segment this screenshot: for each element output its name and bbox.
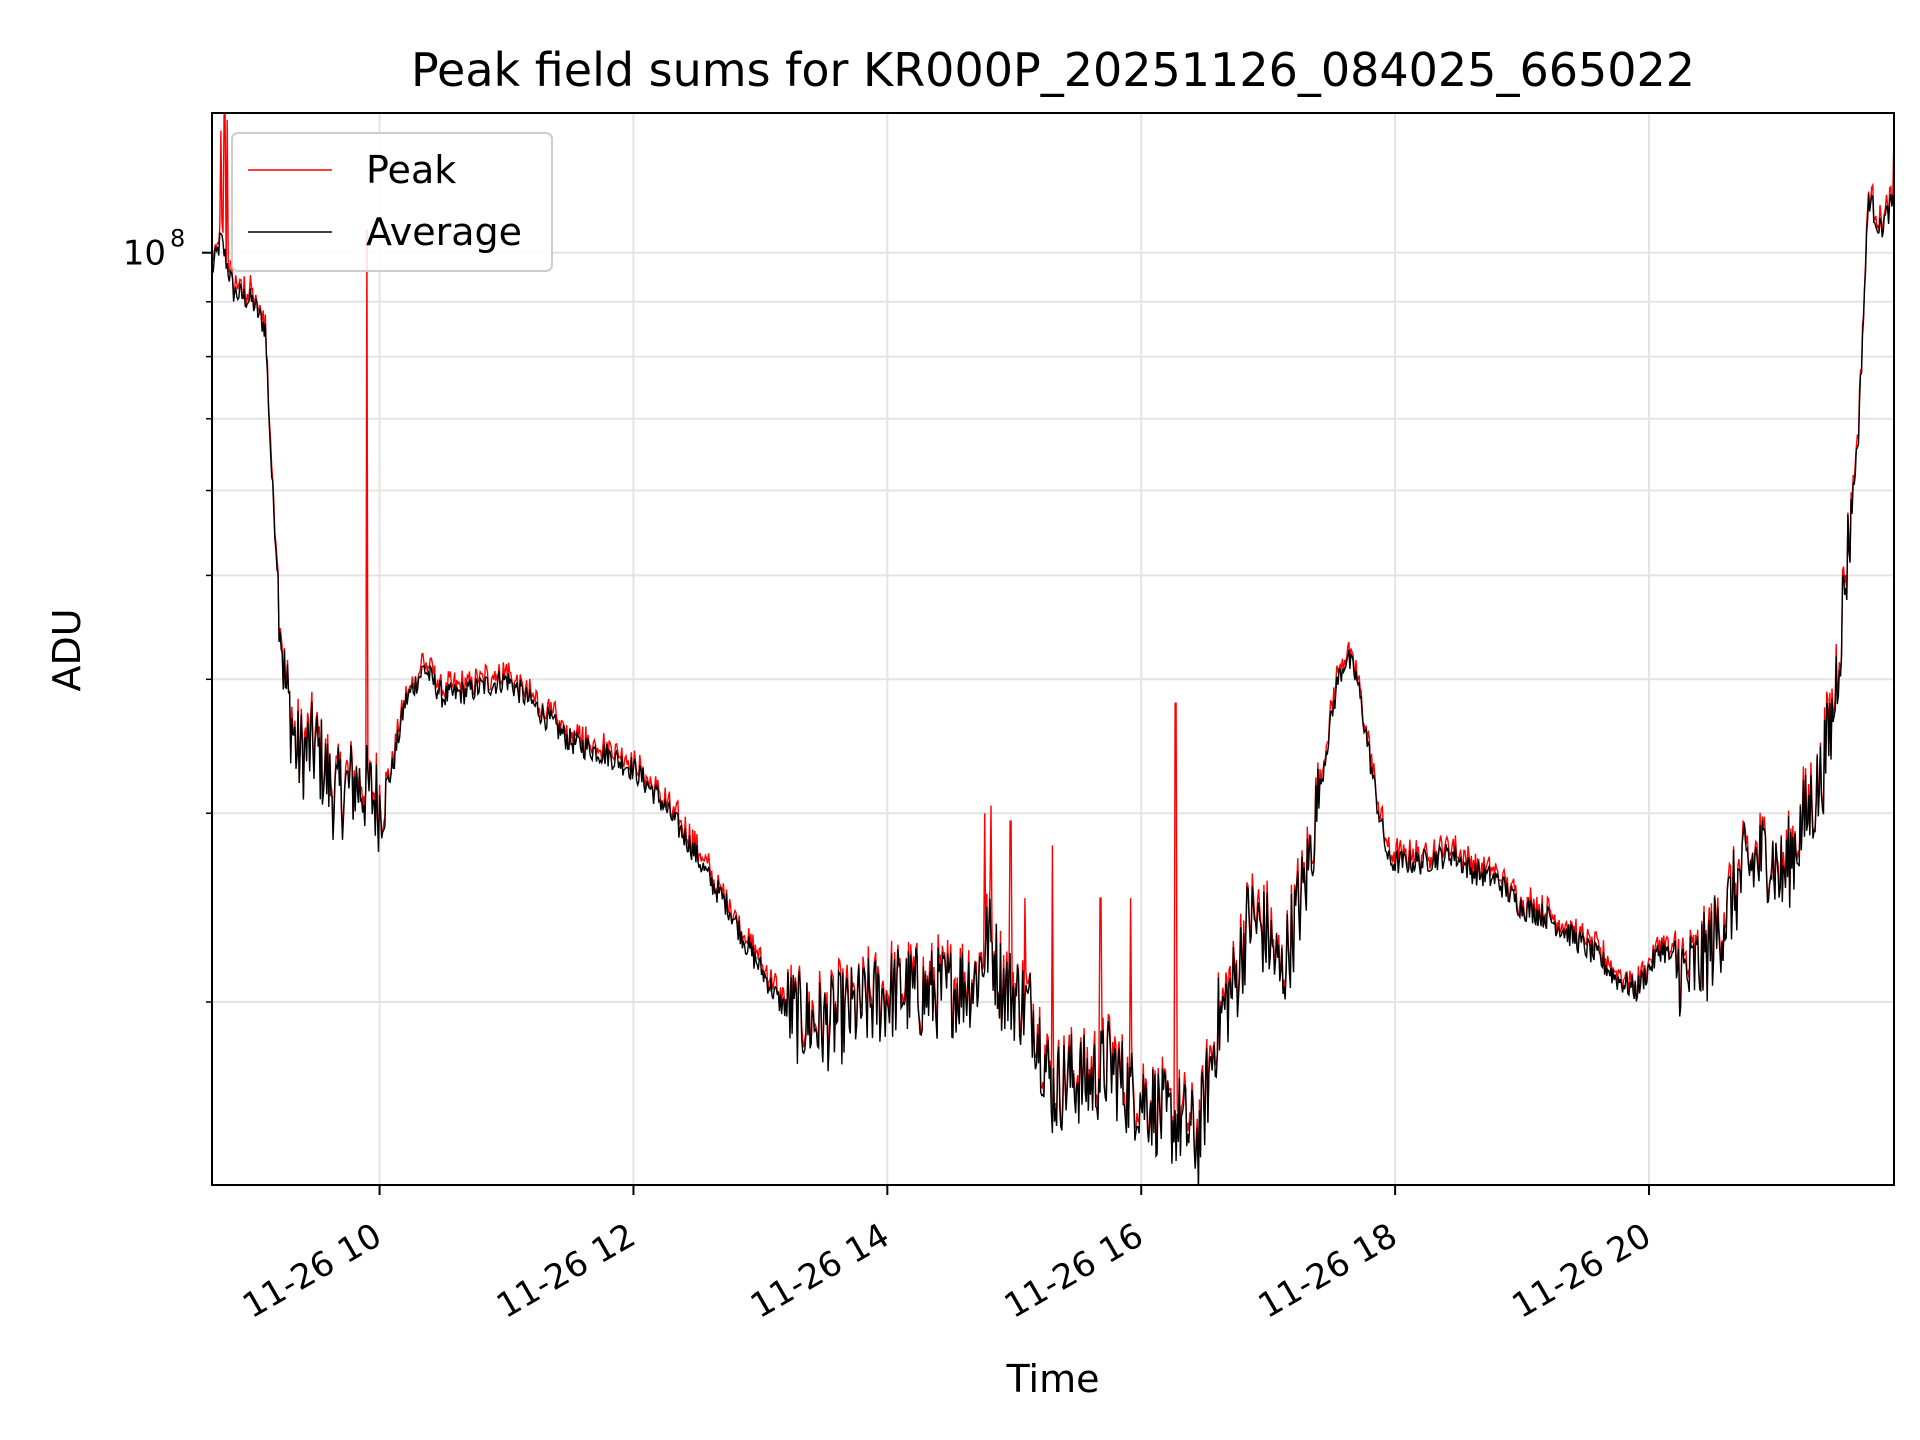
legend: Peak Average (231, 132, 553, 272)
x-axis-label: Time (1006, 1357, 1100, 1401)
y-tick-label: 10 (123, 234, 166, 274)
series-layer (212, 113, 1894, 1185)
y-tick-exponent: 8 (170, 225, 185, 253)
legend-label-peak: Peak (366, 148, 456, 192)
y-axis-label: ADU (45, 608, 89, 691)
chart-title: Peak field sums for KR000P_20251126_0840… (411, 43, 1695, 97)
legend-label-average: Average (366, 210, 522, 254)
legend-box (231, 132, 553, 272)
average-series-line (212, 193, 1894, 1185)
plot-frame (211, 112, 1895, 1186)
peak-series-line (212, 113, 1894, 1185)
